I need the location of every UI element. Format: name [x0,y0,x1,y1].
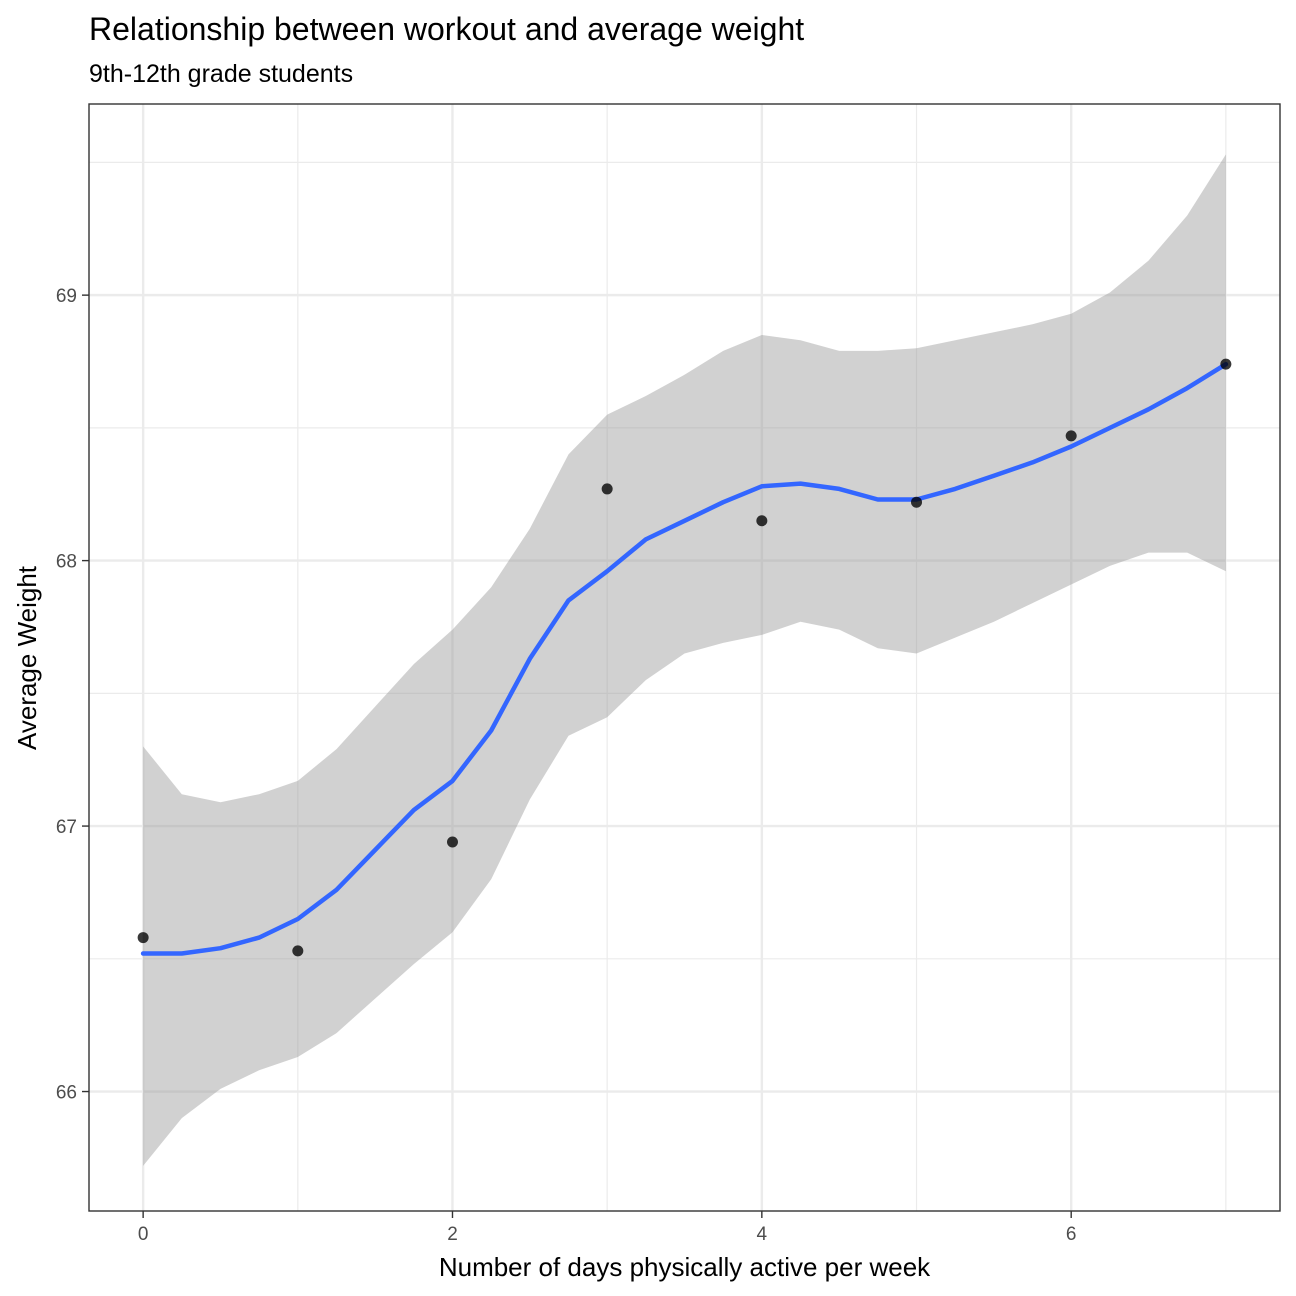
data-point [292,945,304,957]
y-tick-label: 68 [56,552,77,573]
smooth-trend-line [140,361,1229,956]
y-axis-ticks: 66 67 68 69 [56,286,89,1104]
panel-border [88,103,1281,1212]
x-tick-label: 6 [1066,1224,1077,1245]
x-tick-label: 2 [447,1224,458,1245]
x-tick-label: 4 [757,1224,768,1245]
confidence-band-layer [143,154,1226,1166]
minor-gridlines [89,104,1280,1211]
data-point [601,483,613,495]
data-point [1065,430,1077,442]
data-point [756,515,768,527]
y-axis-title: Average Weight [12,565,42,750]
x-axis-ticks: 0 2 4 6 [138,1211,1077,1245]
smooth-line-layer [140,361,1229,956]
y-tick-label: 67 [56,817,77,838]
data-points-layer [137,358,1232,957]
data-point [1220,358,1232,370]
y-tick-label: 66 [56,1083,77,1104]
data-point [137,932,149,944]
major-gridlines [89,104,1280,1211]
chart-subtitle: 9th-12th grade students [89,60,353,88]
x-tick-label: 0 [138,1224,149,1245]
y-tick-label: 69 [56,286,77,307]
confidence-band [143,154,1226,1166]
x-axis-title: Number of days physically active per wee… [439,1252,931,1282]
data-point [911,496,923,508]
data-point [446,836,458,848]
chart-title: Relationship between workout and average… [89,11,804,47]
